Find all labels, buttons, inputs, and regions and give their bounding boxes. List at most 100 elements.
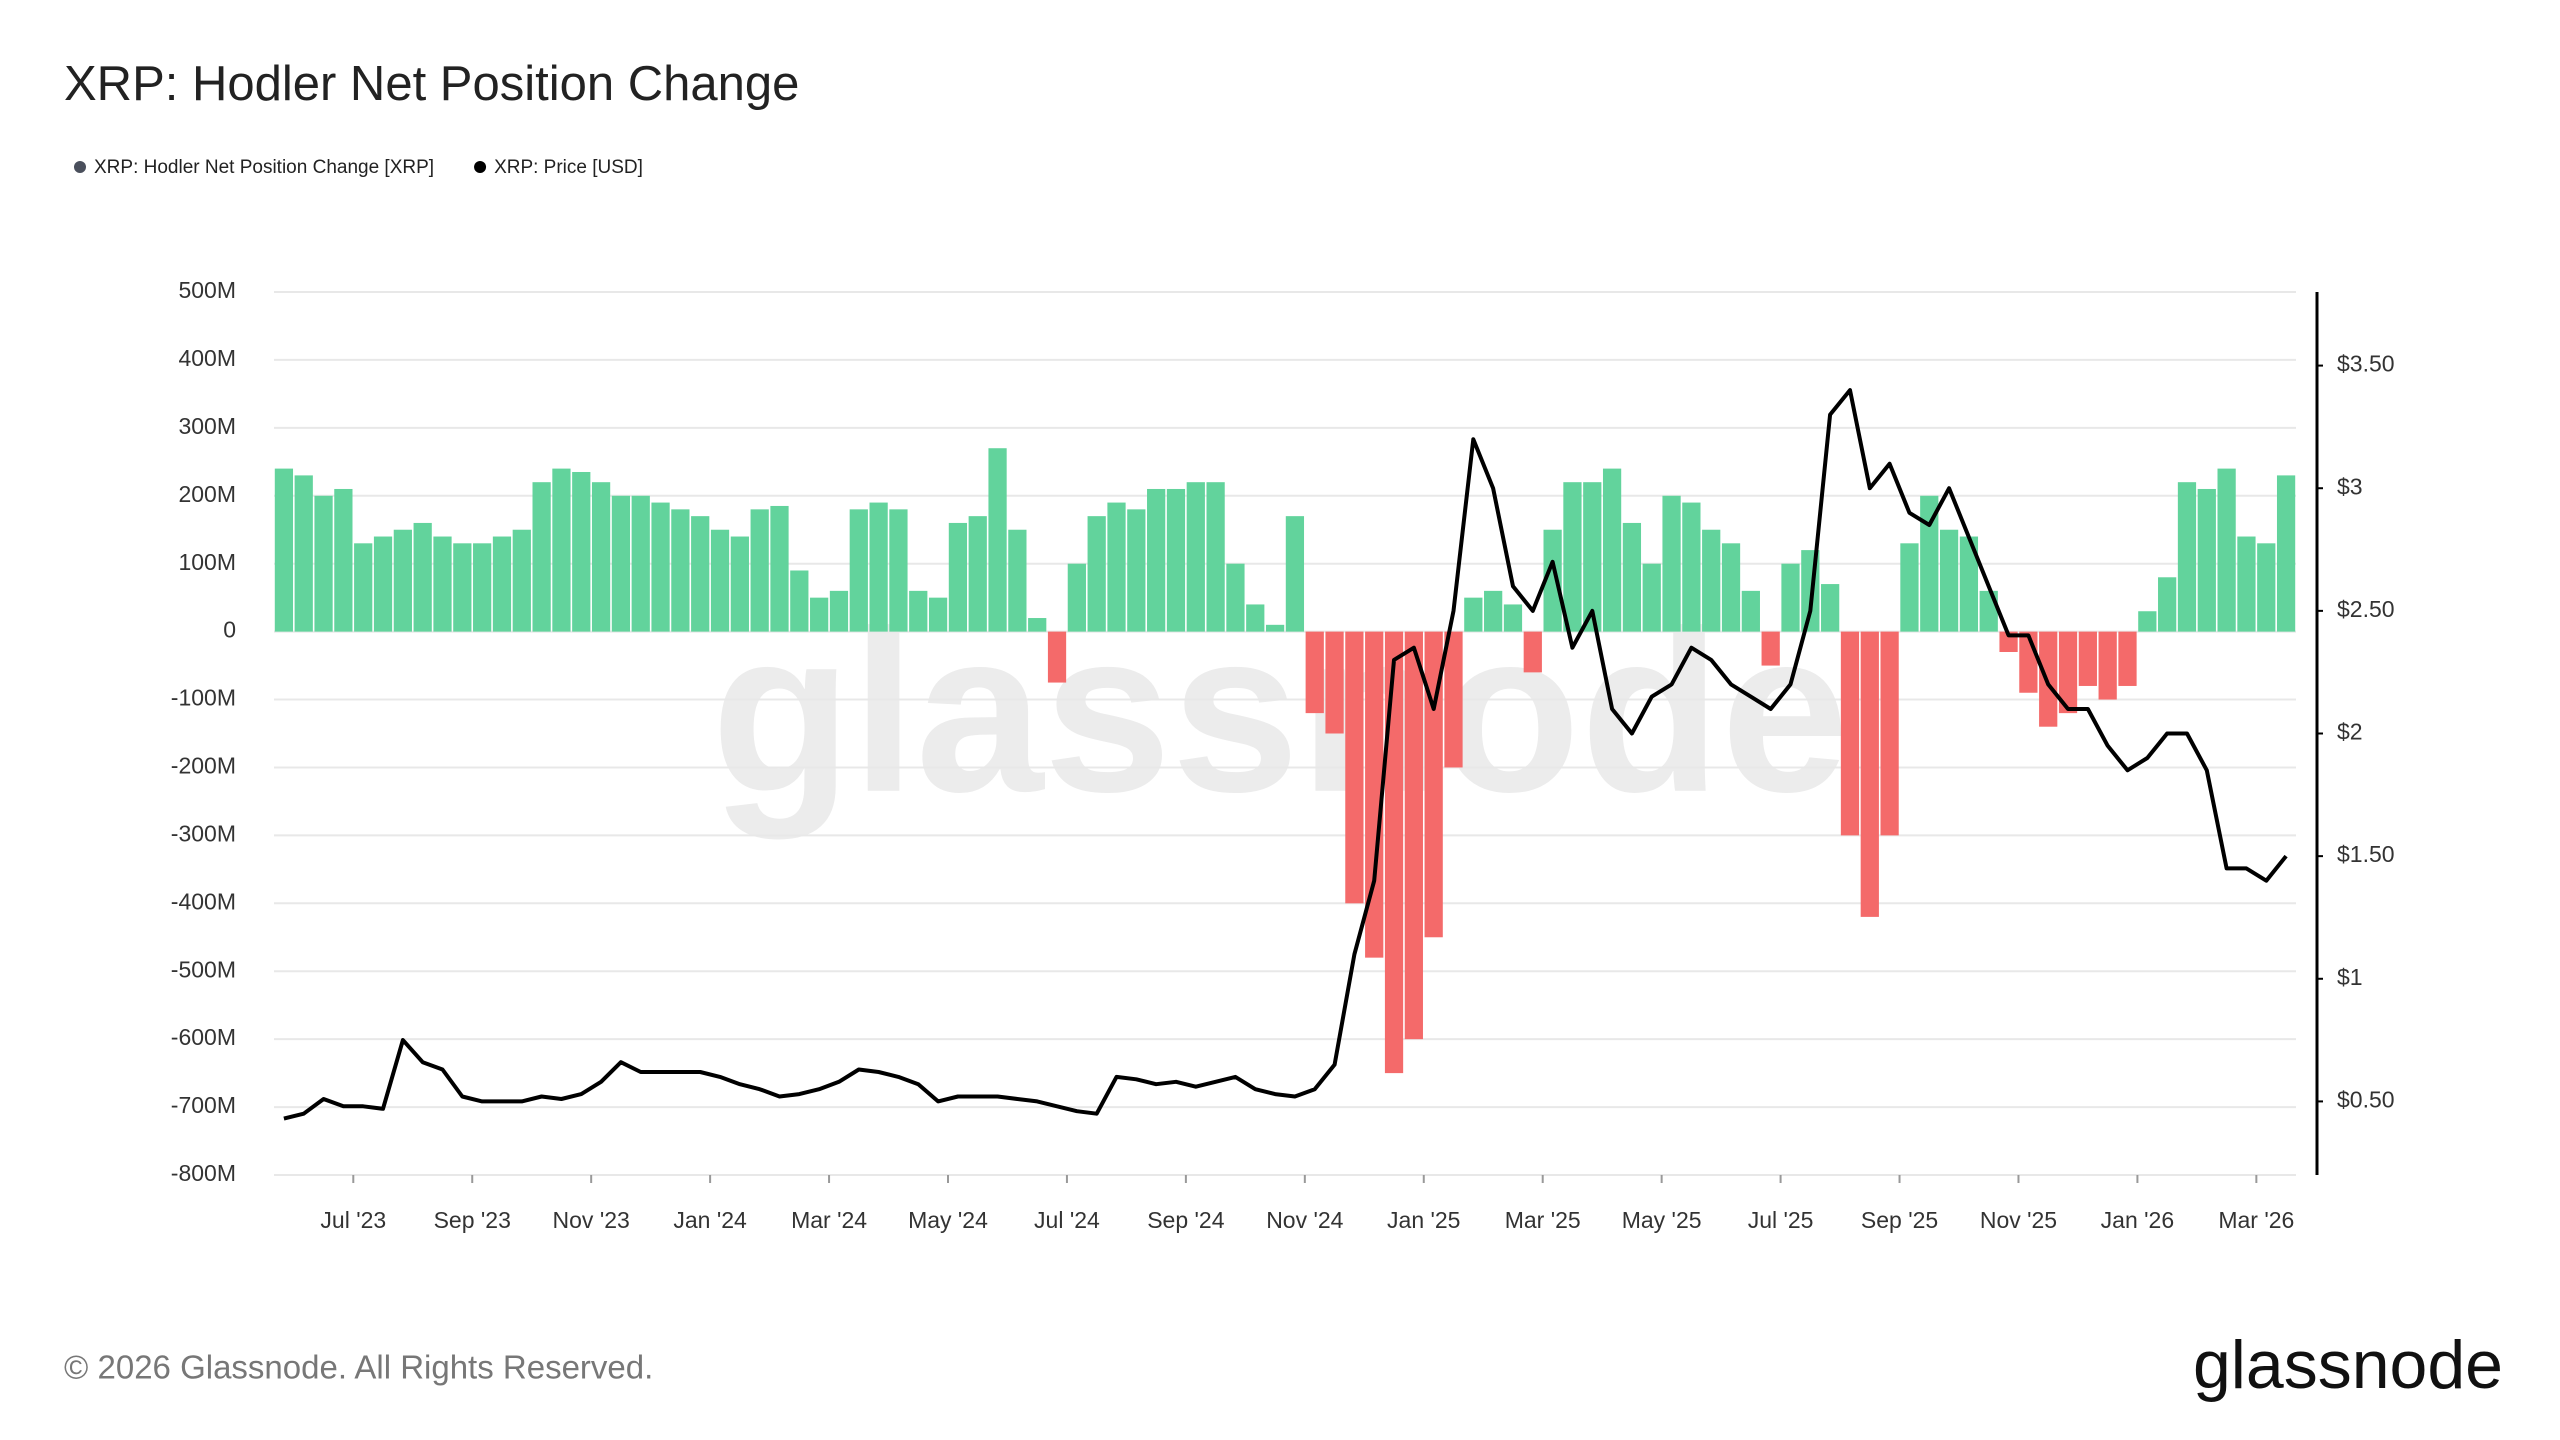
bar bbox=[2138, 611, 2157, 632]
bar bbox=[1682, 502, 1701, 632]
bar bbox=[2257, 543, 2276, 632]
bar bbox=[1484, 590, 1503, 632]
bar bbox=[909, 590, 928, 632]
bar bbox=[2276, 475, 2296, 632]
y2-tick-label: $3.50 bbox=[2337, 351, 2395, 377]
bar bbox=[532, 482, 551, 632]
bar bbox=[2237, 536, 2256, 632]
bar bbox=[710, 529, 730, 632]
bar bbox=[1503, 604, 1523, 632]
bar bbox=[1642, 563, 1661, 632]
bar bbox=[1285, 516, 1305, 632]
y-tick-label: -700M bbox=[171, 1092, 236, 1118]
legend-marker bbox=[474, 161, 487, 173]
bar bbox=[829, 590, 849, 632]
footer: © 2026 Glassnode. All Rights Reserved. bbox=[64, 1349, 653, 1386]
bar bbox=[889, 509, 908, 632]
y-tick-label: 500M bbox=[178, 277, 236, 303]
bar bbox=[1622, 522, 1642, 632]
y-tick-label: 0 bbox=[223, 617, 236, 643]
y2-tick-label: $2.50 bbox=[2337, 596, 2395, 622]
y-tick-label: 200M bbox=[178, 481, 236, 507]
bar bbox=[1781, 563, 1800, 632]
bar bbox=[1166, 488, 1186, 632]
bar bbox=[314, 495, 333, 632]
bar bbox=[1702, 529, 1721, 632]
x-tick-label: Mar '24 bbox=[791, 1207, 867, 1233]
price-line bbox=[283, 388, 2288, 1121]
bar bbox=[1226, 563, 1245, 632]
bar bbox=[2019, 631, 2038, 693]
bar bbox=[1543, 529, 1562, 632]
y2-tick-label: $1 bbox=[2337, 964, 2363, 990]
bar bbox=[750, 509, 769, 632]
x-tick-label: Sep '23 bbox=[434, 1207, 511, 1233]
bar bbox=[2217, 468, 2236, 632]
bar bbox=[1107, 502, 1126, 632]
bar bbox=[1404, 631, 1423, 1040]
bar bbox=[869, 502, 888, 632]
bar bbox=[651, 502, 670, 632]
x-tick-label: Jul '24 bbox=[1034, 1207, 1100, 1233]
bar bbox=[928, 597, 948, 632]
y-tick-label: -300M bbox=[171, 820, 236, 846]
bar bbox=[1365, 631, 1384, 958]
bar bbox=[1602, 468, 1622, 632]
x-tick-label: Sep '25 bbox=[1861, 1207, 1938, 1233]
bar bbox=[1761, 631, 1780, 666]
bar bbox=[2118, 631, 2137, 686]
bar bbox=[1563, 482, 1582, 632]
bar bbox=[1186, 482, 1205, 632]
bar bbox=[1067, 563, 1086, 632]
bar bbox=[1523, 631, 1542, 673]
bar bbox=[2177, 482, 2197, 632]
bar bbox=[473, 543, 492, 632]
bar bbox=[453, 543, 472, 632]
legend-marker bbox=[74, 161, 86, 173]
y-tick-label: 300M bbox=[178, 413, 236, 439]
chart-title: XRP: Hodler Net Position Change bbox=[64, 57, 799, 111]
bar bbox=[413, 522, 432, 632]
bar bbox=[1900, 543, 1919, 632]
bar bbox=[1939, 529, 1959, 632]
bar bbox=[2098, 631, 2117, 700]
bar bbox=[1305, 631, 1324, 714]
bar bbox=[631, 495, 650, 632]
bar bbox=[1127, 509, 1146, 632]
bar bbox=[1583, 482, 1602, 632]
bar bbox=[294, 475, 313, 632]
y-tick-label: 400M bbox=[178, 345, 236, 371]
bar bbox=[1959, 536, 1979, 632]
bar bbox=[671, 509, 690, 632]
bar bbox=[1821, 584, 1840, 632]
legend-label: XRP: Hodler Net Position Change [XRP] bbox=[94, 157, 434, 178]
bar bbox=[770, 505, 789, 632]
x-tick-label: May '24 bbox=[908, 1207, 988, 1233]
x-tick-label: Mar '26 bbox=[2218, 1207, 2294, 1233]
x-tick-label: Jul '23 bbox=[320, 1207, 386, 1233]
bar bbox=[1206, 482, 1225, 632]
bar bbox=[948, 522, 968, 632]
y-tick-label: -100M bbox=[171, 685, 236, 711]
logo: glassnode bbox=[2193, 1327, 2503, 1403]
x-tick-label: Jul '25 bbox=[1748, 1207, 1814, 1233]
bar bbox=[512, 529, 531, 632]
x-tick-label: Jan '24 bbox=[673, 1207, 747, 1233]
bar bbox=[988, 448, 1007, 632]
bar bbox=[1147, 488, 1166, 632]
y-tick-label: -400M bbox=[171, 888, 236, 914]
bar bbox=[691, 516, 710, 632]
bar bbox=[611, 495, 631, 632]
y2-tick-label: $0.50 bbox=[2337, 1086, 2395, 1112]
bar bbox=[1325, 631, 1344, 734]
bar bbox=[1424, 631, 1443, 938]
bar bbox=[1444, 631, 1463, 768]
x-tick-label: Nov '23 bbox=[553, 1207, 630, 1233]
bar bbox=[393, 529, 412, 632]
bar bbox=[1840, 631, 1860, 836]
bar bbox=[790, 570, 809, 632]
bar bbox=[354, 543, 373, 632]
bar bbox=[572, 471, 591, 632]
bar bbox=[1087, 516, 1106, 632]
